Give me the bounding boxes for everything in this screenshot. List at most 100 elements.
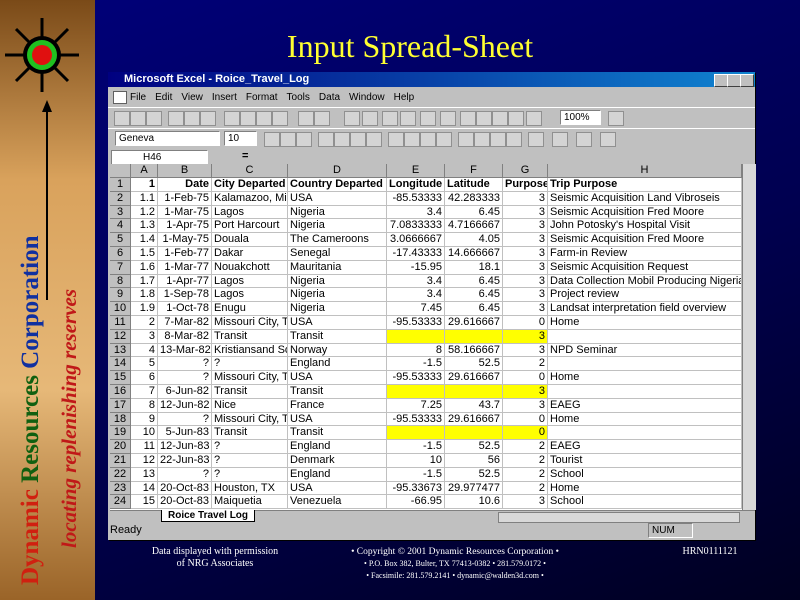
cell[interactable]: 3 <box>503 274 548 289</box>
cell[interactable] <box>387 329 445 344</box>
cell[interactable]: Senegal <box>288 247 387 261</box>
toolbar-button[interactable] <box>256 111 272 126</box>
cell[interactable]: 29.977477 <box>445 481 503 496</box>
cell[interactable]: 7 <box>131 385 158 399</box>
toolbar-button[interactable] <box>240 111 256 126</box>
cell[interactable]: NPD Seminar <box>548 343 742 358</box>
cell[interactable]: Missouri City, T <box>212 316 288 330</box>
cell[interactable]: 1.1 <box>131 191 158 206</box>
cell[interactable]: 18.1 <box>445 260 503 275</box>
cell[interactable]: 1.7 <box>131 274 158 289</box>
cell[interactable]: Dakar <box>212 247 288 261</box>
cell[interactable]: -66.95 <box>387 495 445 510</box>
cell[interactable] <box>548 426 742 441</box>
toolbar-button[interactable] <box>366 132 382 147</box>
cell[interactable] <box>387 385 445 399</box>
cell[interactable]: Kalamazoo, Mic <box>212 191 288 206</box>
toolbar-button[interactable] <box>298 111 314 126</box>
cell[interactable]: -95.53333 <box>387 316 445 330</box>
cell[interactable]: 42.283333 <box>445 191 503 206</box>
cell[interactable]: Transit <box>288 426 387 441</box>
cell[interactable]: Landsat interpretation field overview <box>548 302 742 316</box>
toolbar-button[interactable] <box>344 111 360 126</box>
cell[interactable]: 15 <box>131 495 158 510</box>
cell[interactable]: 0 <box>503 316 548 330</box>
cell[interactable]: 13 <box>131 467 158 482</box>
cell[interactable]: -85.53333 <box>387 191 445 206</box>
cell[interactable]: Purpose <box>503 178 548 192</box>
cell[interactable]: 3 <box>503 247 548 261</box>
cell[interactable]: 3.0666667 <box>387 233 445 247</box>
cell[interactable]: 52.5 <box>445 440 503 454</box>
cell[interactable]: Trip Purpose <box>548 178 742 192</box>
cell[interactable]: Lagos <box>212 205 288 220</box>
cell[interactable] <box>387 426 445 441</box>
cell[interactable]: 1-Feb-77 <box>158 247 212 261</box>
cell[interactable]: 1-May-75 <box>158 233 212 247</box>
cell[interactable]: Venezuela <box>288 495 387 510</box>
cell[interactable]: 1.3 <box>131 219 158 234</box>
cell[interactable]: 52.5 <box>445 357 503 372</box>
menu-item[interactable]: View <box>181 92 203 103</box>
cell[interactable]: 43.7 <box>445 398 503 413</box>
toolbar-button[interactable] <box>184 111 200 126</box>
cell[interactable] <box>445 426 503 441</box>
cell[interactable] <box>548 357 742 372</box>
cell[interactable]: ? <box>212 357 288 372</box>
toolbar-button[interactable] <box>420 132 436 147</box>
cell[interactable]: 3.4 <box>387 274 445 289</box>
cell[interactable]: Transit <box>288 329 387 344</box>
cell[interactable]: Date <box>158 178 212 192</box>
cell[interactable]: Home <box>548 481 742 496</box>
toolbar-button[interactable] <box>114 111 130 126</box>
vertical-scrollbar[interactable] <box>742 164 756 510</box>
toolbar-button[interactable] <box>608 111 624 126</box>
toolbar-button[interactable] <box>272 111 288 126</box>
cell[interactable]: 11 <box>131 440 158 454</box>
cell[interactable]: Houston, TX <box>212 481 288 496</box>
cell[interactable]: 2 <box>503 467 548 482</box>
cell[interactable]: Home <box>548 412 742 427</box>
cell[interactable]: 3 <box>503 398 548 413</box>
cell[interactable]: EAEG <box>548 440 742 454</box>
cell[interactable]: Norway <box>288 343 387 358</box>
cell[interactable]: 2 <box>503 481 548 496</box>
cell[interactable]: Transit <box>212 329 288 344</box>
cell[interactable]: 4.05 <box>445 233 503 247</box>
toolbar-button[interactable] <box>492 111 508 126</box>
cell[interactable]: Transit <box>212 426 288 441</box>
toolbar-button[interactable] <box>388 132 404 147</box>
cell[interactable]: 3 <box>503 288 548 303</box>
toolbar-button[interactable] <box>476 111 492 126</box>
toolbar-button[interactable] <box>400 111 416 126</box>
close-button[interactable] <box>740 74 754 87</box>
cell[interactable]: 8 <box>387 343 445 358</box>
cell[interactable]: 56 <box>445 454 503 468</box>
cell[interactable]: -95.53333 <box>387 412 445 427</box>
cell[interactable]: Maiquetia <box>212 495 288 510</box>
cell[interactable]: Kristiansand So <box>212 343 288 358</box>
cell[interactable]: 3 <box>503 495 548 510</box>
zoom-box[interactable]: 100% <box>560 110 601 125</box>
menu-item[interactable]: Format <box>245 92 278 103</box>
cell[interactable]: 1-Apr-77 <box>158 274 212 289</box>
toolbar-button[interactable] <box>130 111 146 126</box>
cell[interactable]: ? <box>158 371 212 385</box>
cell[interactable]: 6 <box>131 371 158 385</box>
toolbar-button[interactable] <box>458 132 474 147</box>
cell[interactable]: 6.45 <box>445 205 503 220</box>
cell[interactable]: Missouri City, T <box>212 371 288 385</box>
cell[interactable]: 3.4 <box>387 288 445 303</box>
cell[interactable]: 1-Feb-75 <box>158 191 212 206</box>
cell[interactable]: 1 <box>131 178 158 192</box>
cell[interactable]: Seismic Acquisition Request <box>548 260 742 275</box>
toolbar-button[interactable] <box>490 132 506 147</box>
cell[interactable]: 29.616667 <box>445 316 503 330</box>
cell[interactable]: 2 <box>503 454 548 468</box>
cell[interactable]: 0 <box>503 426 548 441</box>
cell[interactable] <box>445 385 503 399</box>
cell[interactable]: 1-Apr-75 <box>158 219 212 234</box>
cell[interactable]: England <box>288 467 387 482</box>
toolbar-button[interactable] <box>314 111 330 126</box>
cell[interactable]: 20-Oct-83 <box>158 495 212 510</box>
